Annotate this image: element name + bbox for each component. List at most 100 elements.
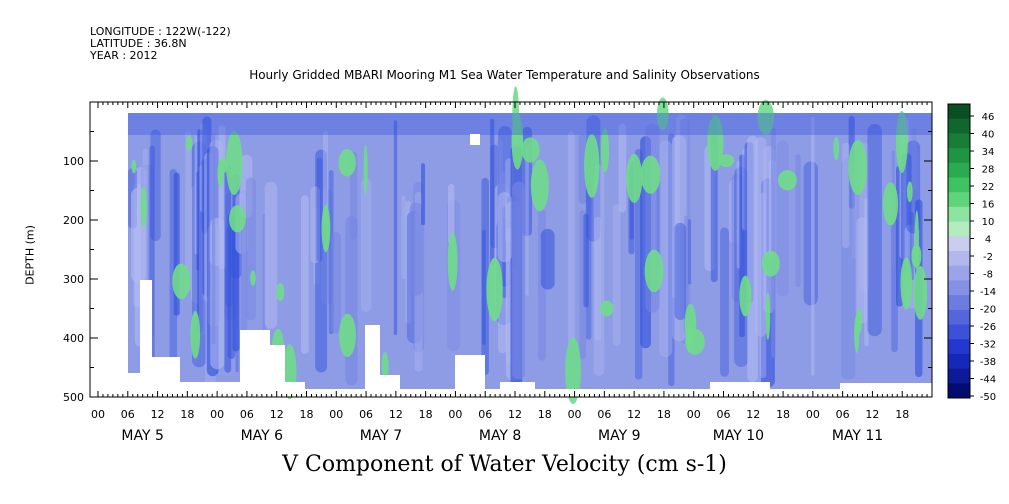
velocity-streak	[224, 164, 232, 373]
day-label: MAY 11	[832, 428, 883, 444]
positive-velocity-patch	[900, 257, 913, 310]
velocity-streak	[683, 215, 689, 333]
positive-velocity-patch	[381, 351, 389, 380]
colorbar-label: 22	[982, 182, 995, 193]
no-data-mask	[180, 382, 240, 389]
positive-velocity-patch	[447, 232, 458, 291]
x-tick-label: 06	[717, 408, 731, 421]
positive-velocity-patch	[486, 257, 503, 322]
x-tick-label: 00	[687, 408, 701, 421]
positive-velocity-patch	[833, 136, 840, 161]
longitude-label: LONGITUDE : 122W(-122)	[90, 25, 231, 38]
positive-velocity-patch	[339, 313, 357, 357]
velocity-streak	[720, 227, 729, 377]
positive-velocity-patch	[321, 204, 331, 253]
colorbar-swatch	[948, 339, 970, 355]
day-label: MAY 7	[360, 428, 402, 444]
no-data-mask	[240, 330, 270, 389]
colorbar-label: -50	[980, 392, 996, 403]
velocity-streak	[658, 140, 673, 358]
x-tick-label: 18	[419, 408, 433, 421]
x-tick-label: 06	[359, 408, 373, 421]
x-tick-label: 06	[478, 408, 492, 421]
velocity-streak	[212, 133, 216, 345]
x-tick-label: 06	[836, 408, 850, 421]
no-data-mask	[90, 389, 932, 397]
no-data-mask	[150, 357, 180, 389]
x-tick-label: 00	[210, 408, 224, 421]
colorbar-label: -44	[980, 375, 996, 386]
velocity-streak	[490, 118, 495, 266]
x-tick-label: 06	[597, 408, 611, 421]
surface-band	[128, 113, 932, 135]
axes: 00 06 12 18 00 06 12 18 00 06 12 18 00 06 12 18 00 06 12 18…	[63, 101, 933, 444]
x-tick-label: 18	[895, 408, 909, 421]
x-tick-label: 18	[657, 408, 671, 421]
positive-velocity-patch	[530, 159, 549, 212]
velocity-streak	[668, 133, 675, 387]
x-tick-label: 12	[389, 408, 403, 421]
velocity-streak	[313, 207, 320, 285]
positive-velocity-patch	[140, 186, 147, 228]
x-tick-label: 06	[240, 408, 254, 421]
velocity-streak	[401, 195, 406, 280]
no-data-mask	[285, 382, 305, 389]
colorbar-label: 10	[982, 217, 995, 228]
velocity-streak	[323, 130, 329, 224]
velocity-streak	[687, 219, 692, 285]
y-tick-label: 300	[63, 273, 84, 286]
velocity-streak	[811, 116, 815, 376]
velocity-streak	[672, 137, 678, 299]
no-data-mask	[270, 345, 285, 389]
no-data-mask	[90, 102, 128, 389]
velocity-streak	[567, 131, 575, 345]
velocity-streak	[540, 228, 555, 290]
colorbar-label: 4	[985, 235, 991, 246]
day-label: MAY 9	[598, 428, 640, 444]
velocity-streak	[795, 154, 801, 288]
velocity-streak	[593, 164, 605, 376]
positive-velocity-patch	[895, 110, 908, 174]
x-tick-label: 12	[746, 408, 760, 421]
colorbar-label: 46	[982, 112, 995, 123]
positive-velocity-patch	[765, 292, 771, 340]
colorbar-swatch	[948, 118, 970, 134]
positive-velocity-patch	[777, 169, 797, 191]
positive-velocity-patch	[882, 182, 899, 226]
x-tick-label: 12	[151, 408, 165, 421]
x-tick-label: 00	[91, 408, 105, 421]
velocity-streak	[618, 123, 627, 213]
velocity-streak	[803, 161, 819, 306]
velocity-streak	[240, 154, 253, 218]
velocity-streak	[747, 135, 758, 382]
colorbar-label: -2	[983, 252, 993, 263]
velocity-streak	[525, 146, 529, 296]
velocity-streak	[421, 163, 426, 226]
no-data-mask	[128, 373, 140, 389]
velocity-streak	[911, 127, 917, 191]
x-tick-label: 06	[121, 408, 135, 421]
positive-velocity-patch	[600, 128, 610, 173]
positive-velocity-patch	[913, 265, 928, 320]
velocity-streak	[481, 177, 489, 375]
velocity-streak	[512, 181, 526, 380]
velocity-streak	[497, 192, 512, 263]
x-tick-label: 00	[448, 408, 462, 421]
x-tick-label: 12	[865, 408, 879, 421]
velocity-streak	[864, 198, 869, 347]
no-data-mask	[380, 375, 400, 389]
colorbar-label: -32	[980, 340, 996, 351]
positive-velocity-patch	[644, 249, 664, 293]
positive-velocity-patch	[225, 130, 243, 196]
x-tick-label: 18	[776, 408, 790, 421]
velocity-streak	[345, 216, 358, 386]
positive-velocity-patch	[761, 250, 780, 277]
day-label: MAY 10	[713, 428, 764, 444]
colorbar-swatch	[948, 280, 970, 296]
colorbar-label: -20	[980, 305, 996, 316]
no-data-mask	[140, 280, 152, 389]
velocity-streak	[481, 229, 486, 345]
colorbar-swatch	[948, 295, 970, 311]
velocity-streak	[316, 157, 323, 262]
velocity-streak	[841, 158, 856, 380]
